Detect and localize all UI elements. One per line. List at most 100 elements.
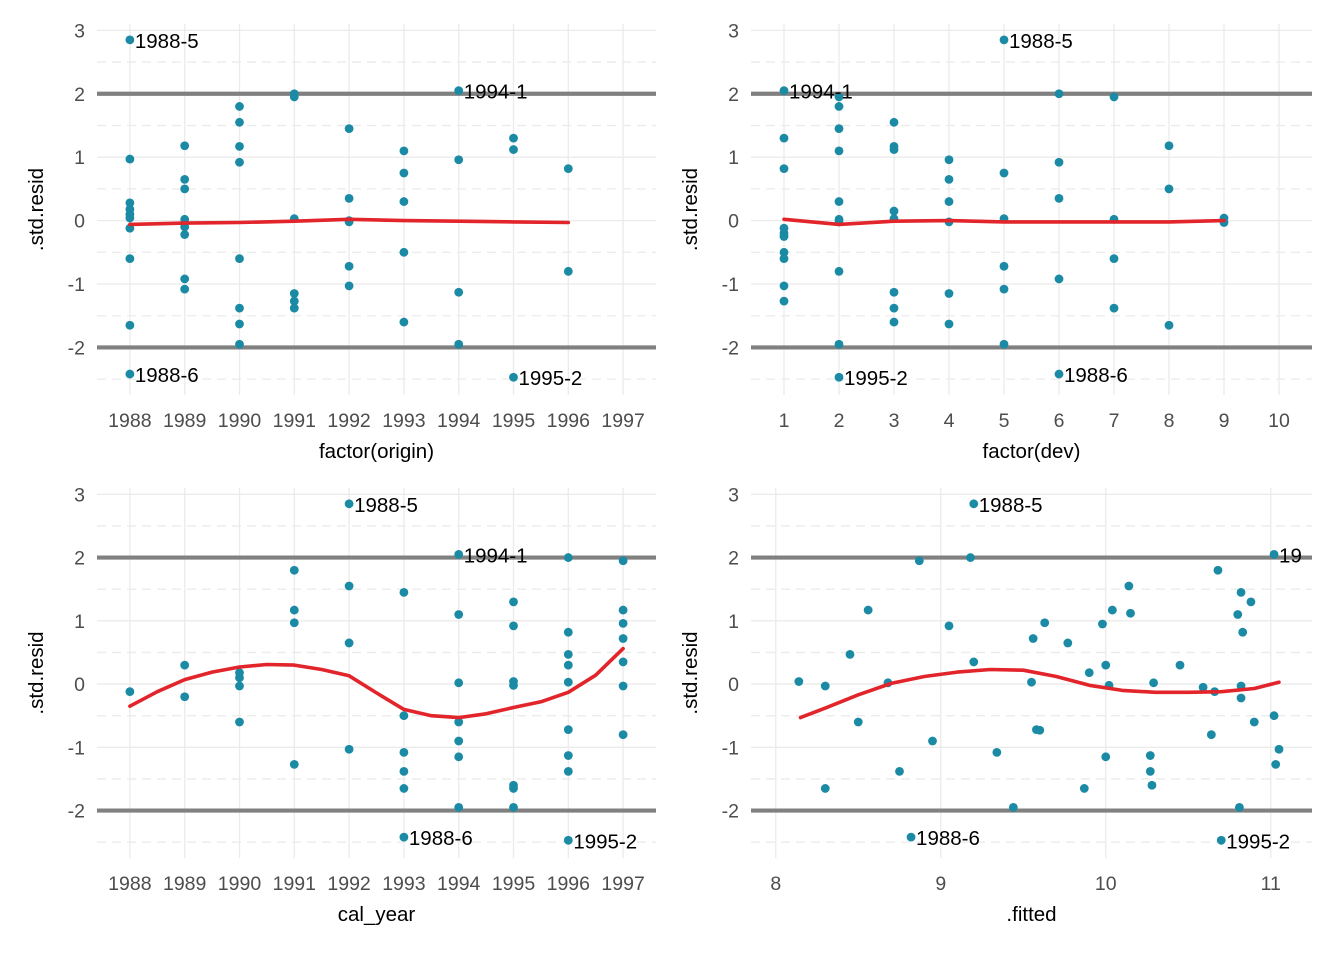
data-point (1079, 784, 1089, 793)
y-axis-title: .std.resid (25, 631, 48, 714)
data-point (863, 605, 873, 615)
data-point (563, 660, 573, 670)
x-tick-label: 6 (1054, 410, 1065, 432)
data-point (618, 681, 628, 691)
x-tick-label: 1996 (547, 410, 590, 432)
panel-fitted: 1988-5 19 1988-6 1995-2 -2 -1 0 1 2 3 8 9 10 11 .fitte… (679, 484, 1312, 926)
data-point (1126, 608, 1135, 618)
data-point (1109, 303, 1119, 313)
data-point (906, 832, 916, 842)
y-tick-label: 0 (728, 674, 739, 696)
y-tick-label: 0 (728, 211, 739, 233)
data-point (618, 730, 628, 740)
data-point (834, 372, 844, 382)
data-point (344, 744, 354, 754)
x-tick-label: 10 (1095, 873, 1117, 895)
point-label: 1995-2 (844, 367, 908, 390)
x-axis-title: cal_year (338, 903, 416, 926)
data-point (180, 141, 190, 151)
x-axis-title: factor(dev) (983, 440, 1081, 463)
point-label: 1988-6 (916, 827, 980, 850)
x-tick-label: 4 (944, 410, 955, 432)
data-point (180, 284, 190, 294)
data-point (125, 198, 135, 208)
data-point (454, 736, 464, 746)
data-point (399, 784, 409, 793)
data-point (1238, 627, 1248, 637)
data-point (779, 86, 789, 95)
data-point (618, 556, 628, 566)
y-tick-label: 0 (74, 674, 85, 696)
x-tick-label: 1995 (492, 873, 536, 895)
data-point (889, 145, 899, 154)
x-tick-label: 2 (834, 410, 845, 432)
data-point (999, 339, 1009, 349)
data-point (399, 832, 409, 842)
data-point (563, 835, 573, 845)
data-point (1109, 254, 1119, 264)
data-point (834, 266, 844, 276)
data-point (779, 254, 789, 264)
data-point (125, 687, 135, 697)
data-point (344, 124, 354, 134)
y-tick-label: -1 (68, 737, 85, 759)
data-point (1235, 803, 1244, 812)
data-point (834, 339, 844, 349)
data-point (1101, 660, 1111, 670)
data-point (454, 86, 464, 95)
data-point (180, 174, 190, 184)
data-point (235, 319, 244, 329)
y-tick-label: 1 (728, 147, 739, 169)
data-point (399, 168, 409, 178)
data-point (289, 605, 299, 615)
data-point (618, 618, 628, 628)
panel-background (751, 24, 1312, 395)
x-tick-label: 1990 (218, 410, 262, 432)
data-point (889, 303, 899, 313)
data-point (834, 92, 844, 102)
data-point (399, 747, 409, 757)
data-point (563, 677, 573, 687)
x-tick-label: 1997 (601, 410, 644, 432)
data-point (289, 303, 299, 313)
data-point (779, 133, 789, 143)
data-point (1246, 597, 1256, 607)
data-point (834, 146, 844, 156)
point-label: 19 (1279, 544, 1302, 567)
y-tick-label: -2 (722, 337, 739, 359)
data-point (1084, 668, 1094, 678)
data-point (1054, 369, 1064, 379)
data-point (125, 213, 135, 223)
point-label: 1988-5 (1009, 30, 1073, 53)
data-point (1271, 759, 1281, 769)
y-tick-label: 2 (728, 84, 739, 106)
x-tick-label: 1990 (218, 873, 262, 895)
data-point (1269, 550, 1279, 559)
data-point (999, 168, 1009, 178)
y-tick-label: 3 (728, 484, 739, 506)
x-tick-label: 3 (889, 410, 900, 432)
x-tick-label: 1992 (327, 873, 370, 895)
data-point (399, 317, 409, 327)
y-tick-label: -2 (722, 801, 739, 823)
panel-dev: 1988-5 1994-1 1995-2 1988-6 -2 -1 0 1 2 3 1 2 3 4 5 6 7 8… (679, 20, 1312, 463)
point-label: 1988-6 (135, 364, 199, 387)
data-point (235, 673, 244, 683)
x-tick-label: 5 (999, 410, 1010, 432)
data-point (509, 145, 518, 154)
smooth-curve (128, 217, 571, 227)
data-point (1107, 605, 1117, 615)
data-point (1164, 184, 1174, 194)
data-point (563, 725, 573, 735)
point-label: 1995-2 (573, 830, 637, 853)
data-point (914, 556, 924, 566)
x-tick-label: 1991 (273, 410, 316, 432)
data-point (889, 117, 899, 127)
data-point (834, 124, 844, 134)
data-point (779, 296, 789, 306)
data-point (235, 102, 244, 111)
point-label: 1995-2 (519, 367, 583, 390)
data-point (853, 717, 863, 727)
data-point (289, 289, 299, 298)
point-label: 1988-6 (1064, 364, 1128, 387)
